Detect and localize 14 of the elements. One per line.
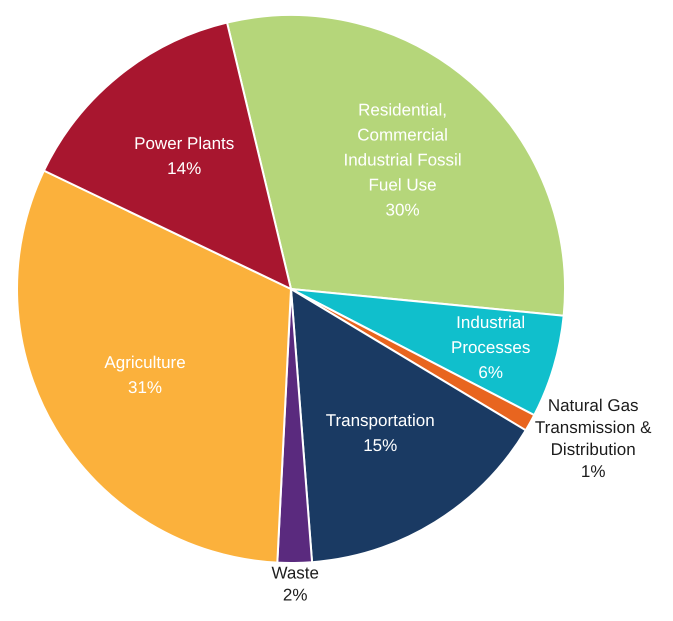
data-label: 1% <box>580 462 606 482</box>
data-label: 31% <box>128 378 162 398</box>
slice-label: Agriculture <box>104 353 186 372</box>
slice-label: Residential, Commercial Industrial Fossil Fuel Use <box>344 100 462 195</box>
data-label: 30% <box>386 200 420 220</box>
data-label: 2% <box>282 586 308 605</box>
slice-label: Industrial Processes <box>450 312 530 357</box>
data-label: 14% <box>167 159 202 178</box>
slice-label: Natural Gas Transmission & Distribution <box>534 396 652 460</box>
slice-label: Power Plants <box>134 134 234 154</box>
data-label: 15% <box>363 436 398 455</box>
slice-label: Transportation <box>326 410 435 430</box>
slice-label: Waste <box>271 564 319 583</box>
data-label: 6% <box>478 362 503 382</box>
